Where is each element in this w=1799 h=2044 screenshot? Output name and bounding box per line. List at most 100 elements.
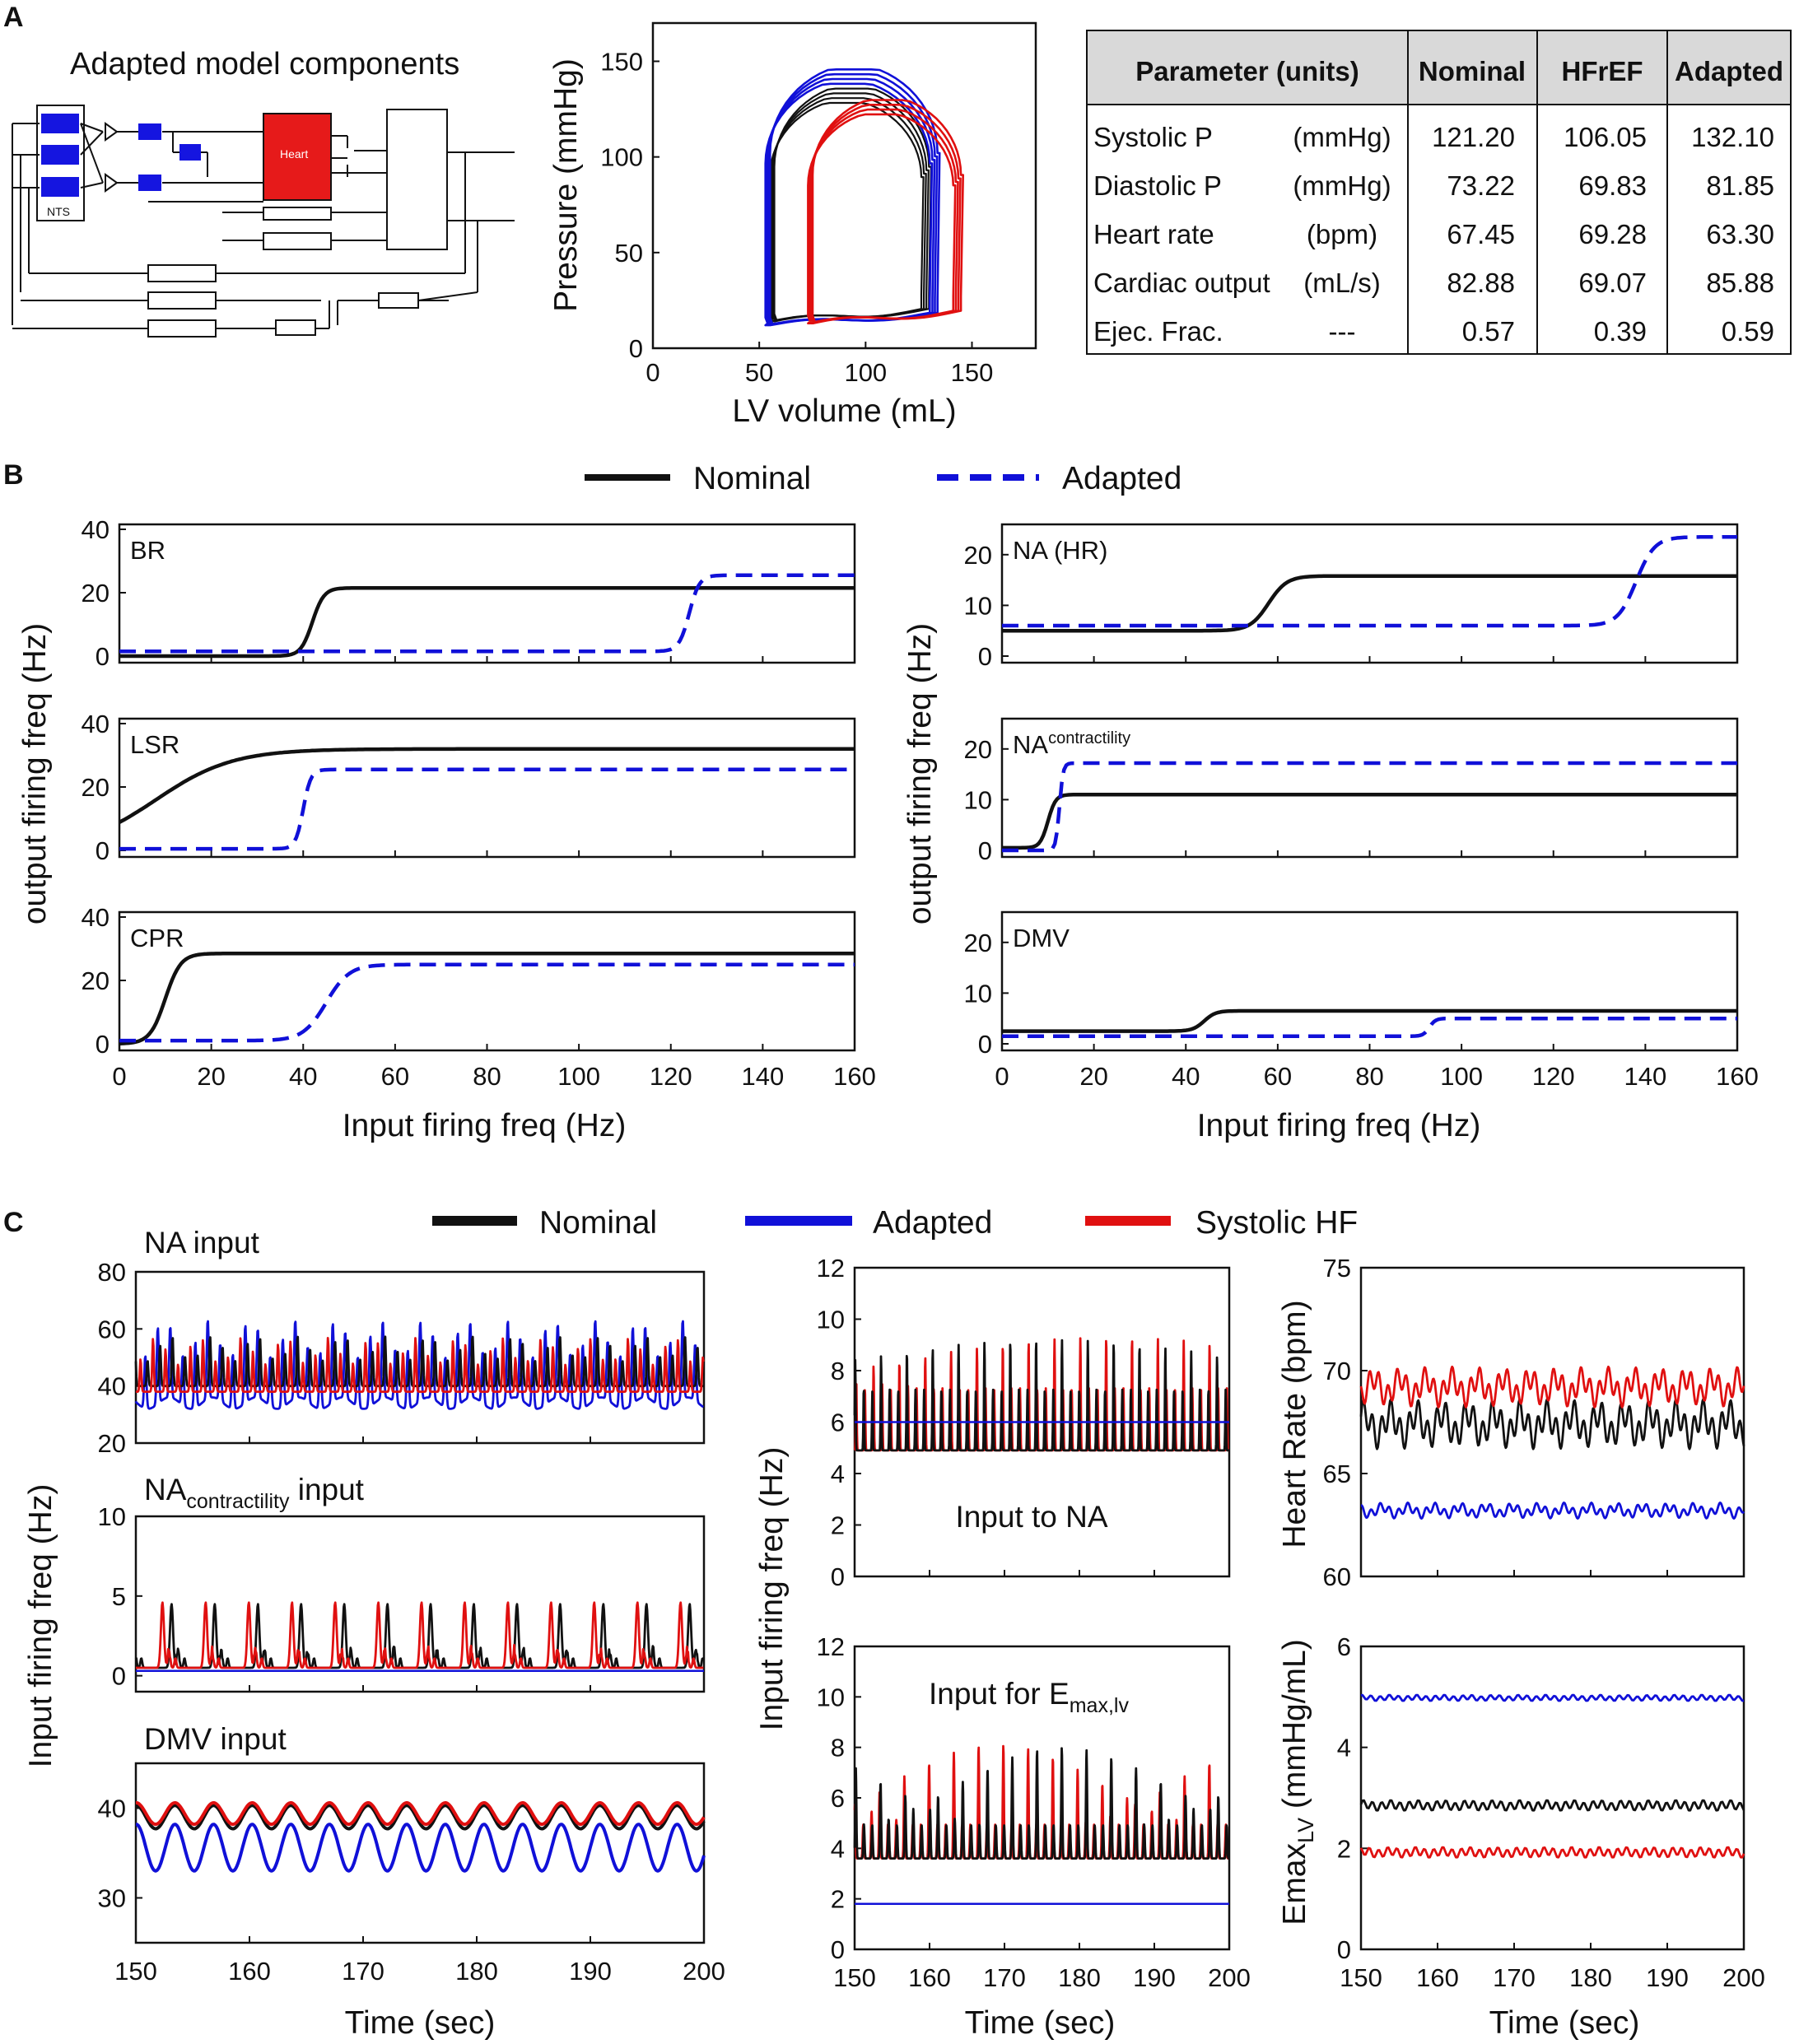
b-xlabel-right: Input firing freq (Hz) [1197, 1108, 1481, 1143]
pv-xtick: 100 [844, 358, 887, 387]
b-ylabel-right: output firing freq (Hz) [902, 623, 938, 924]
c-input-to-na-ytick: 2 [831, 1511, 845, 1540]
table-row-name: Diastolic P [1093, 170, 1222, 201]
transfer-panel-br: 0 20 40 BR [82, 515, 856, 671]
c-heart-rate-ytick: 60 [1323, 1562, 1351, 1591]
table-row-unit: --- [1329, 316, 1356, 347]
table-cell-adapted: 63.30 [1706, 219, 1774, 249]
b-title-nac-main: NA [1013, 730, 1048, 759]
c-dmv-input-xtick: 190 [569, 1957, 612, 1986]
table-cell-nominal: 82.88 [1447, 268, 1515, 298]
pv-xtick: 0 [645, 358, 659, 387]
table-row-unit: (mL/s) [1303, 268, 1381, 298]
b-nac-ytick: 10 [964, 785, 992, 814]
c-heart-rate-ytick: 75 [1323, 1254, 1351, 1283]
c-input-emax-ytick: 4 [831, 1834, 845, 1863]
ts-panel-na-input: 20 40 60 80 [98, 1258, 706, 1458]
legend-c: Nominal Adapted Systolic HF [432, 1205, 1358, 1241]
curve-cpr-nominal [119, 952, 855, 1045]
trace-emax-lv-adapted [1360, 1693, 1745, 1702]
curve-nahr-nominal [1002, 574, 1737, 633]
trace-dmv-input-nominal [135, 1804, 706, 1831]
c-dmv-input-frame [134, 1762, 706, 1944]
b-nac-ytick: 20 [964, 735, 992, 764]
c-heart-rate-ytick: 65 [1323, 1460, 1351, 1488]
table-row-name: Ejec. Frac. [1093, 316, 1223, 347]
pv-loop-nominal [771, 92, 930, 323]
c-input-emax-ytick: 2 [831, 1885, 845, 1914]
b-ylabel-left: output firing freq (Hz) [17, 623, 53, 924]
b-cpr-xtick: 80 [473, 1062, 501, 1091]
b-nahr-ytick: 20 [964, 541, 992, 570]
nts-label: NTS [47, 205, 70, 218]
panel-label-a: A [3, 2, 24, 33]
curve-lsr-adapted [119, 767, 855, 851]
ts-panel-dmv-input: 150 160 170 180 190 200 30 40 [98, 1762, 725, 1986]
c-input-to-na-ytick: 4 [831, 1460, 845, 1488]
pv-loop-systolic-hf [811, 99, 964, 325]
trace-heart-rate-adapted [1360, 1502, 1745, 1520]
b-title-dmv: DMV [1013, 924, 1070, 952]
table-row-unit: (mmHg) [1293, 170, 1391, 201]
legend-b-adapted-label: Adapted [1062, 461, 1181, 496]
table-header-adapted: Adapted [1675, 56, 1783, 86]
transfer-panel-lsr: 0 20 40 LSR [82, 710, 856, 865]
c-input-emax-xtick: 170 [983, 1963, 1026, 1992]
transfer-panel-dmv: 0 20 40 60 80 100 120 140 160 0 10 20 DMV [964, 910, 1759, 1091]
table-row-unit: (mmHg) [1293, 122, 1391, 152]
ts-panel-input-to-na: 0 2 4 6 8 10 12 [817, 1254, 1231, 1591]
table-cell-adapted: 85.88 [1706, 268, 1774, 298]
trace-input-emax-systolic-hf [853, 1744, 1230, 1860]
b-title-lsr: LSR [130, 730, 179, 759]
c-title-nac-input: NAcontractility input [144, 1473, 365, 1513]
b-cpr-xtick: 160 [833, 1062, 876, 1091]
diagram-blue-blocks [41, 114, 201, 197]
c-ylabel-mid: Input firing freq (Hz) [754, 1447, 790, 1731]
curve-br-adapted [119, 573, 855, 654]
ts-panel-nac-input: 0 5 10 [98, 1502, 706, 1693]
c-emax-lv-xtick: 200 [1722, 1963, 1765, 1992]
ts-panel-heart-rate: 60 65 70 75 [1323, 1254, 1745, 1591]
transfer-panel-cpr: 0 20 40 60 80 100 120 140 160 0 20 40 CPR [82, 903, 876, 1091]
c-xlabel-right: Time (sec) [1489, 2005, 1640, 2041]
c-emax-lv-xtick: 150 [1340, 1963, 1382, 1992]
curve-nac-adapted [1002, 761, 1737, 853]
b-br-ytick: 40 [82, 515, 110, 544]
c-na-input-ytick: 40 [98, 1372, 126, 1401]
c-ylabel-left: Input firing freq (Hz) [23, 1484, 58, 1768]
trace-input-emax-nominal [853, 1747, 1230, 1860]
transfer-panel-nahr: 0 10 20 NA (HR) [964, 523, 1739, 671]
c-ylabel-emax: EmaxLV (mmHg/mL) [1277, 1639, 1318, 1925]
curve-dmv-adapted [1002, 1016, 1737, 1039]
table-row-name: Cardiac output [1093, 268, 1270, 298]
transfer-panel-nac: 0 10 20 NAcontractility [964, 717, 1739, 865]
ts-panel-input-emax: 150 160 170 180 190 200 0 2 4 6 8 10 12 [817, 1632, 1251, 1992]
c-input-emax-xtick: 190 [1133, 1963, 1176, 1992]
pv-xtick: 50 [745, 358, 773, 387]
legend-c-nominal-label: Nominal [539, 1205, 657, 1241]
b-br-ytick: 20 [82, 579, 110, 608]
table-row-name: Systolic P [1093, 122, 1213, 152]
trace-na-input-systolic-hf [135, 1337, 705, 1393]
c-dmv-input-xtick: 170 [342, 1957, 385, 1986]
curve-nac-nominal [1002, 792, 1737, 850]
table-header-bg [1087, 30, 1791, 105]
parameter-table: Parameter (units) Nominal HFrEF Adapted … [1086, 30, 1792, 355]
table-header-nominal: Nominal [1419, 56, 1526, 86]
b-dmv-xtick: 60 [1264, 1062, 1292, 1091]
c-nac-input-ytick: 0 [112, 1662, 126, 1691]
b-title-br: BR [130, 536, 165, 565]
c-input-emax-ytick: 8 [831, 1734, 845, 1762]
c-nac-input-ytick: 10 [98, 1502, 126, 1531]
curve-cpr-adapted [119, 962, 855, 1043]
diagram-title: Adapted model components [70, 47, 459, 81]
pv-ytick: 150 [600, 47, 643, 76]
panel-label-b: B [3, 459, 24, 491]
c-input-emax-ytick: 10 [817, 1683, 845, 1711]
ts-panel-emax-lv: 150 160 170 180 190 200 0 2 4 6 [1337, 1632, 1765, 1992]
b-dmv-xtick: 40 [1172, 1062, 1200, 1091]
c-emax-lv-xtick: 170 [1493, 1963, 1536, 1992]
b-title-nac: NAcontractility [1013, 729, 1130, 759]
